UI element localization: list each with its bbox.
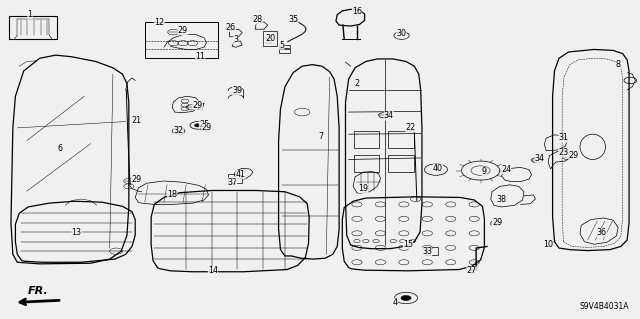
Text: 38: 38 — [497, 196, 507, 204]
Text: 39: 39 — [232, 86, 242, 95]
Text: 10: 10 — [543, 240, 553, 249]
Text: 18: 18 — [167, 190, 177, 199]
Text: 5: 5 — [279, 41, 284, 49]
Text: 33: 33 — [422, 247, 432, 256]
Bar — [354, 155, 380, 172]
Text: 34: 34 — [384, 111, 394, 120]
Text: 4: 4 — [393, 298, 397, 307]
Text: FR.: FR. — [28, 286, 49, 296]
Text: 28: 28 — [253, 15, 262, 24]
Text: 9: 9 — [482, 167, 487, 176]
Text: 29: 29 — [492, 218, 502, 226]
Text: 3: 3 — [234, 35, 238, 44]
Text: 19: 19 — [358, 184, 369, 193]
Text: 26: 26 — [226, 23, 236, 32]
Text: 29: 29 — [568, 151, 579, 160]
Text: 27: 27 — [467, 266, 477, 275]
Text: 15: 15 — [403, 240, 413, 249]
Text: 29: 29 — [202, 123, 212, 132]
Text: 13: 13 — [72, 228, 81, 237]
Circle shape — [401, 295, 411, 300]
Text: 31: 31 — [559, 133, 568, 143]
Text: 16: 16 — [352, 7, 362, 16]
Text: 34: 34 — [535, 154, 545, 163]
Text: 29: 29 — [193, 100, 203, 110]
Text: 1: 1 — [28, 10, 33, 19]
Text: 29: 29 — [131, 174, 141, 184]
Text: S9V4B4031A: S9V4B4031A — [580, 302, 629, 311]
Text: 12: 12 — [154, 19, 164, 27]
Text: 37: 37 — [227, 178, 237, 187]
Text: 24: 24 — [501, 165, 511, 174]
Text: 30: 30 — [397, 29, 406, 38]
Text: 8: 8 — [616, 60, 621, 69]
Text: 14: 14 — [208, 266, 218, 275]
Text: 29: 29 — [178, 26, 188, 35]
Text: 41: 41 — [236, 170, 245, 179]
Circle shape — [195, 124, 201, 127]
Text: 21: 21 — [131, 116, 141, 125]
Bar — [354, 131, 380, 148]
Text: 2: 2 — [355, 79, 360, 88]
Bar — [388, 155, 413, 172]
Bar — [278, 49, 290, 53]
Text: 40: 40 — [433, 164, 443, 173]
Text: 17: 17 — [195, 103, 205, 112]
Bar — [278, 45, 290, 48]
Text: 25: 25 — [199, 120, 209, 129]
Bar — [425, 247, 438, 255]
Text: 35: 35 — [288, 15, 298, 24]
Text: 7: 7 — [319, 132, 324, 141]
Bar — [388, 131, 413, 148]
Bar — [145, 22, 218, 58]
Text: 36: 36 — [596, 228, 607, 237]
Text: 20: 20 — [265, 34, 275, 43]
Text: 6: 6 — [58, 144, 63, 153]
Text: 23: 23 — [558, 148, 568, 157]
Text: 22: 22 — [405, 123, 415, 132]
Bar — [262, 32, 276, 46]
Bar — [9, 16, 57, 39]
Bar — [228, 174, 242, 183]
Text: 11: 11 — [195, 52, 205, 61]
Text: 32: 32 — [173, 126, 184, 135]
